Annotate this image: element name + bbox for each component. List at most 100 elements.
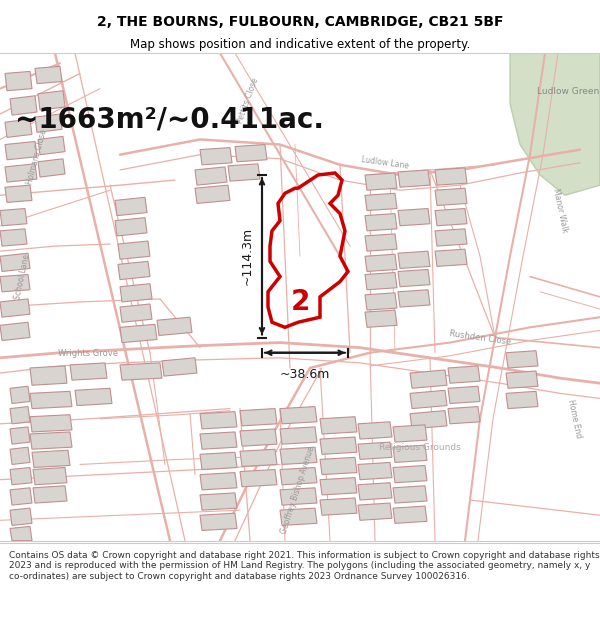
- Polygon shape: [240, 409, 277, 426]
- Polygon shape: [448, 386, 480, 404]
- Polygon shape: [33, 468, 67, 485]
- Polygon shape: [435, 168, 467, 185]
- Polygon shape: [118, 261, 150, 279]
- Polygon shape: [10, 448, 30, 464]
- Polygon shape: [358, 482, 392, 500]
- Polygon shape: [365, 254, 397, 271]
- Polygon shape: [240, 429, 277, 446]
- Polygon shape: [365, 214, 397, 231]
- Polygon shape: [365, 234, 397, 251]
- Polygon shape: [510, 53, 600, 195]
- Polygon shape: [448, 406, 480, 424]
- Polygon shape: [0, 322, 30, 341]
- Polygon shape: [280, 448, 317, 464]
- Polygon shape: [5, 185, 32, 202]
- Polygon shape: [115, 217, 147, 236]
- Polygon shape: [5, 119, 32, 138]
- Polygon shape: [157, 317, 192, 336]
- Polygon shape: [365, 173, 397, 190]
- Text: Contains OS data © Crown copyright and database right 2021. This information is : Contains OS data © Crown copyright and d…: [9, 551, 599, 581]
- Polygon shape: [320, 417, 357, 434]
- Text: ~38.6m: ~38.6m: [280, 368, 330, 381]
- Polygon shape: [115, 198, 147, 216]
- Polygon shape: [393, 445, 427, 462]
- Polygon shape: [365, 292, 397, 310]
- Polygon shape: [35, 66, 62, 84]
- Polygon shape: [365, 310, 397, 328]
- Text: Ludlow Green: Ludlow Green: [537, 88, 599, 96]
- Polygon shape: [35, 114, 62, 132]
- Polygon shape: [365, 272, 397, 290]
- Polygon shape: [120, 304, 152, 322]
- Polygon shape: [0, 299, 30, 317]
- Polygon shape: [10, 526, 32, 541]
- Polygon shape: [10, 386, 30, 404]
- Polygon shape: [30, 391, 72, 409]
- Polygon shape: [398, 170, 430, 187]
- Polygon shape: [506, 351, 538, 368]
- Polygon shape: [235, 144, 267, 162]
- Polygon shape: [195, 185, 230, 204]
- Polygon shape: [448, 366, 480, 383]
- Polygon shape: [10, 406, 30, 424]
- Polygon shape: [410, 390, 447, 409]
- Polygon shape: [0, 253, 30, 271]
- Polygon shape: [398, 209, 430, 226]
- Polygon shape: [10, 488, 32, 505]
- Polygon shape: [200, 452, 237, 469]
- Polygon shape: [358, 462, 392, 480]
- Polygon shape: [70, 363, 107, 380]
- Text: ~114.3m: ~114.3m: [241, 227, 254, 285]
- Polygon shape: [393, 466, 427, 482]
- Polygon shape: [398, 251, 430, 269]
- Polygon shape: [5, 141, 37, 160]
- Polygon shape: [200, 432, 237, 449]
- Text: ~1663m²/~0.411ac.: ~1663m²/~0.411ac.: [15, 105, 324, 133]
- Polygon shape: [10, 468, 32, 485]
- Polygon shape: [200, 148, 232, 165]
- Polygon shape: [280, 488, 317, 505]
- Text: Ludlow Lane: Ludlow Lane: [361, 155, 409, 171]
- Polygon shape: [0, 229, 27, 246]
- Polygon shape: [240, 469, 277, 487]
- Polygon shape: [32, 450, 70, 468]
- Text: Wrights Grove: Wrights Grove: [58, 349, 118, 358]
- Polygon shape: [0, 274, 30, 292]
- Polygon shape: [5, 71, 32, 91]
- Polygon shape: [38, 159, 65, 177]
- Polygon shape: [398, 269, 430, 287]
- Text: Map shows position and indicative extent of the property.: Map shows position and indicative extent…: [130, 38, 470, 51]
- Text: Rushden Close: Rushden Close: [449, 329, 511, 346]
- Polygon shape: [200, 513, 237, 531]
- Polygon shape: [200, 472, 237, 490]
- Text: Home End: Home End: [566, 399, 583, 439]
- Polygon shape: [228, 164, 260, 181]
- Polygon shape: [358, 442, 392, 459]
- Polygon shape: [365, 193, 397, 211]
- Polygon shape: [435, 229, 467, 246]
- Polygon shape: [5, 164, 37, 182]
- Text: 2: 2: [290, 288, 310, 316]
- Polygon shape: [393, 506, 427, 523]
- Polygon shape: [75, 388, 112, 406]
- Polygon shape: [435, 249, 467, 266]
- Polygon shape: [393, 486, 427, 503]
- Polygon shape: [320, 498, 357, 515]
- Text: Pettits Close: Pettits Close: [236, 77, 260, 125]
- Polygon shape: [118, 241, 150, 259]
- Polygon shape: [120, 284, 152, 302]
- Polygon shape: [398, 290, 430, 307]
- Polygon shape: [30, 366, 67, 385]
- Polygon shape: [280, 406, 317, 424]
- Polygon shape: [320, 478, 357, 495]
- Polygon shape: [10, 96, 37, 115]
- Polygon shape: [506, 391, 538, 409]
- Polygon shape: [506, 371, 538, 388]
- Polygon shape: [320, 437, 357, 454]
- Text: Manor Walk: Manor Walk: [551, 188, 569, 234]
- Polygon shape: [358, 422, 392, 439]
- Text: School Lane: School Lane: [13, 253, 31, 300]
- Polygon shape: [120, 363, 162, 380]
- Polygon shape: [200, 493, 237, 510]
- Polygon shape: [280, 427, 317, 444]
